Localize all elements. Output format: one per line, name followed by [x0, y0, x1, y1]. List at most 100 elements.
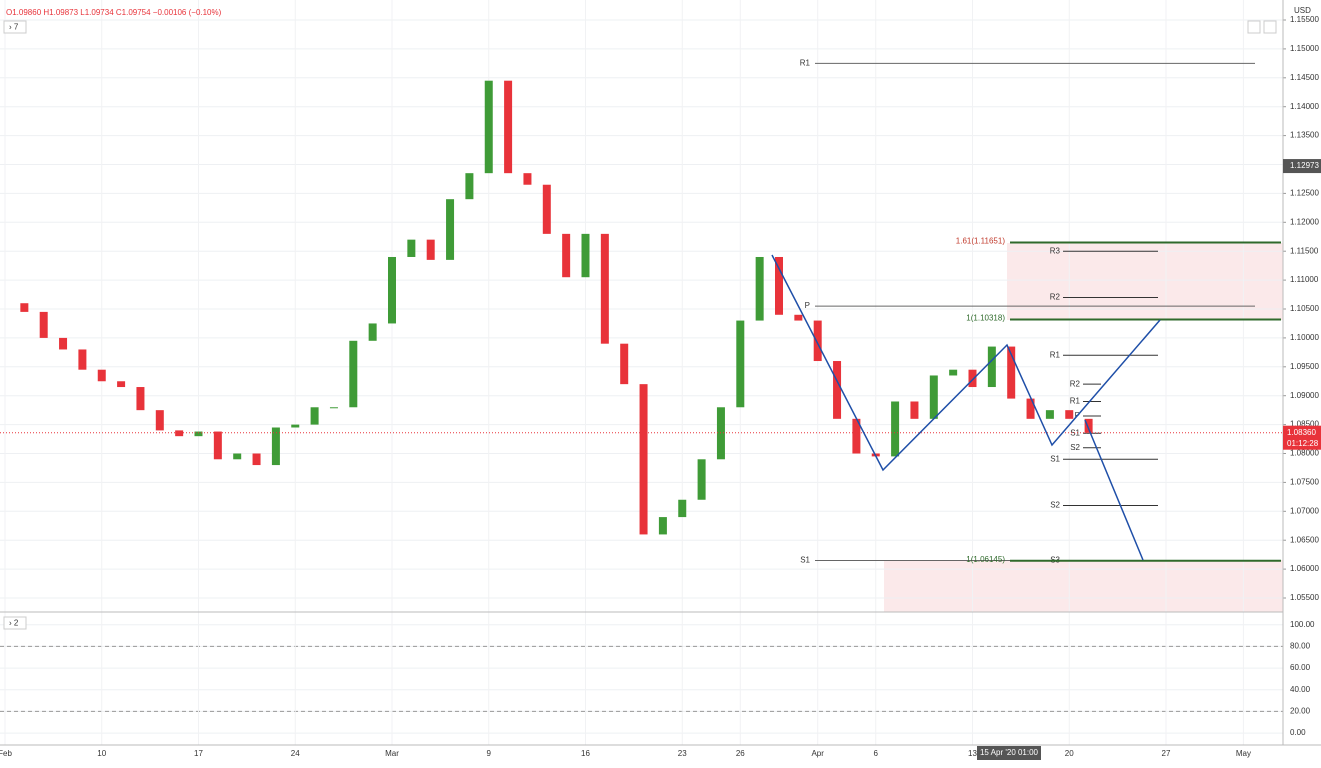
level-label: R1 [1050, 350, 1061, 359]
candle [426, 239, 435, 260]
x-tick-label: 23 [678, 749, 687, 758]
crosshair-time: 15 Apr '20 01:00 [980, 748, 1039, 757]
main-pane-count[interactable]: › 7 [9, 23, 19, 32]
level-label: R2 [1050, 293, 1061, 302]
currency: USD [1294, 6, 1311, 15]
level-label: 1(1.10318) [966, 314, 1005, 323]
candle [252, 453, 261, 466]
candle [968, 369, 977, 388]
scroll-button[interactable] [1247, 20, 1261, 34]
candle [446, 199, 455, 260]
y-tick-label: 1.11000 [1290, 275, 1319, 284]
candle [504, 80, 513, 174]
y-tick-label: 1.13500 [1290, 131, 1319, 140]
candle [987, 346, 996, 388]
candle [349, 340, 358, 408]
candle [388, 256, 396, 324]
y-tick-label: 1.11500 [1290, 246, 1319, 255]
candle [678, 499, 687, 518]
y-tick-label: 1.05500 [1290, 593, 1319, 602]
candle [271, 427, 280, 466]
y-tick-label: 1.06000 [1290, 564, 1319, 573]
candle [59, 337, 68, 350]
x-tick-label: 27 [1162, 749, 1171, 758]
x-tick-label: Feb [0, 749, 12, 758]
abcd-pattern [771, 254, 1161, 472]
candle [39, 311, 48, 338]
level-label: P [805, 301, 810, 310]
candle [136, 387, 145, 411]
level-label: S2 [1050, 501, 1060, 510]
candle [20, 303, 29, 312]
y-tick-label: 1.14500 [1290, 73, 1319, 82]
candle [310, 407, 319, 425]
candle [581, 233, 590, 278]
candle [891, 401, 900, 457]
candle [755, 256, 764, 321]
level-label: 1.61(1.11651) [956, 237, 1006, 246]
candle [523, 173, 532, 185]
osc-tick-label: 60.00 [1290, 663, 1311, 672]
candle [1007, 346, 1016, 399]
candle [852, 418, 861, 454]
level-label: R1 [800, 58, 811, 67]
candle [813, 320, 822, 362]
candle [716, 407, 725, 460]
pane-button[interactable] [3, 20, 27, 34]
candle [949, 369, 958, 376]
countdown: 01:12:28 [1287, 439, 1319, 448]
sub-pane-count[interactable]: › 2 [9, 619, 19, 628]
fullscreen-button[interactable] [1263, 20, 1277, 34]
y-tick-label: 1.12000 [1290, 217, 1319, 226]
candle [833, 361, 842, 419]
candle [1045, 410, 1054, 419]
candle [620, 343, 629, 385]
x-tick-label: Apr [811, 749, 824, 758]
x-tick-label: 9 [487, 749, 492, 758]
candle [175, 430, 184, 437]
y-tick-label: 1.07000 [1290, 506, 1319, 515]
ohlc-header: O1.09860 H1.09873 L1.09734 C1.09754 −0.0… [6, 8, 222, 17]
pane-button[interactable] [3, 616, 27, 630]
level-label: R2 [1070, 379, 1081, 388]
candle [484, 80, 493, 174]
candle [697, 459, 706, 500]
level-label: 1(1.06145) [966, 555, 1005, 564]
level-label: R3 [1050, 246, 1061, 255]
last-price-label: 1.08360 [1287, 428, 1316, 437]
candle [97, 369, 106, 382]
candle [78, 349, 87, 370]
x-tick-label: 20 [1065, 749, 1074, 758]
x-tick-label: 16 [581, 749, 590, 758]
osc-tick-label: 100.00 [1290, 620, 1315, 629]
projection-line [1084, 419, 1144, 561]
candle [465, 173, 474, 200]
candle [117, 381, 126, 388]
candle [194, 431, 203, 437]
y-tick-label: 1.12500 [1290, 189, 1319, 198]
candle [542, 184, 551, 234]
last-price-box [1283, 425, 1321, 450]
osc-tick-label: 80.00 [1290, 642, 1311, 651]
candle [329, 407, 338, 409]
x-tick-label: 6 [874, 749, 879, 758]
y-tick-label: 1.10000 [1290, 333, 1319, 342]
candle [368, 323, 377, 341]
y-tick-label: 1.14000 [1290, 102, 1319, 111]
candle [910, 401, 919, 419]
candle [1065, 410, 1074, 419]
x-tick-label: Mar [385, 749, 399, 758]
y-tick-label: 1.08500 [1290, 420, 1319, 429]
level-label: S2 [1070, 443, 1080, 452]
y-tick-label: 1.15500 [1290, 15, 1319, 24]
candle [600, 233, 609, 344]
y-tick-label: 1.10500 [1290, 304, 1319, 313]
level-label: S1 [800, 556, 810, 565]
crosshair-time-box [977, 746, 1041, 760]
candle [658, 517, 667, 535]
candle [736, 320, 745, 408]
candle [562, 233, 571, 278]
candle [639, 384, 648, 535]
